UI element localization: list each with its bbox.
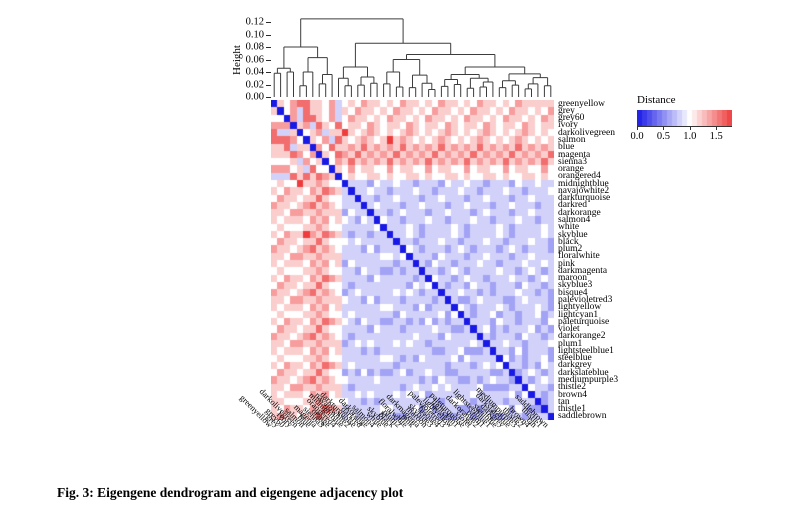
row-label-sienna3: sienna3 [558, 156, 588, 167]
height-tick-label: 0.10 [245, 29, 264, 40]
row-label-darkorange: darkorange [558, 207, 601, 218]
row-label-orangered4: orangered4 [558, 171, 601, 182]
row-label-darkorange2: darkorange2 [558, 331, 606, 342]
row-label-black: black [558, 236, 579, 247]
row-label-bisque4: bisque4 [558, 287, 588, 298]
height-tick-label: 0.04 [245, 66, 264, 78]
row-label-plum1: plum1 [558, 338, 583, 349]
height-axis-title: Height [231, 45, 243, 75]
height-tick-mark [266, 22, 271, 23]
row-label-lightsteelblue1: lightsteelblue1 [558, 345, 614, 356]
row-label-pink: pink [558, 258, 575, 269]
legend-tick-label: 1.0 [683, 131, 697, 142]
row-label-salmon4: salmon4 [558, 215, 591, 225]
row-label-darkgrey: darkgrey [558, 360, 592, 371]
legend-colorbar [637, 110, 732, 126]
height-tick-label: 0.00 [245, 91, 264, 103]
height-tick-mark [266, 72, 271, 73]
row-label-greenyellow: greenyellow [558, 98, 605, 109]
legend-tick-mark [663, 126, 665, 130]
row-label-floralwhite: floralwhite [558, 251, 600, 262]
row-label-darkturquoise: darkturquoise [558, 193, 611, 204]
row-label-orange: orange [558, 164, 584, 175]
row-label-violet: violet [558, 324, 580, 335]
dendrogram-lines [273, 18, 552, 97]
row-label-thistle1: thistle1 [558, 404, 586, 415]
height-tick-label: 0.12 [245, 16, 264, 28]
row-label-thistle2: thistle2 [558, 382, 586, 393]
row-label-lightyellow: lightyellow [558, 302, 602, 313]
row-label-brown4: brown4 [558, 389, 588, 400]
row-label-saddlebrown: saddlebrown [558, 411, 607, 422]
row-label-skyblue3: skyblue3 [558, 280, 593, 291]
legend-tick-mark [637, 126, 638, 130]
row-label-tan: tan [558, 396, 570, 407]
height-tick-label: 0.02 [245, 79, 264, 90]
height-tick-mark [266, 84, 271, 86]
height-tick-mark [266, 47, 271, 48]
row-label-steelblue: steelblue [558, 353, 592, 364]
row-label-darkolivegreen: darkolivegreen [558, 127, 615, 138]
row-label-darkmagenta: darkmagenta [558, 265, 608, 276]
row-label-white: white [558, 222, 580, 233]
eigengene-adjacency-heatmap [271, 100, 554, 420]
height-tick-mark [266, 59, 271, 61]
row-label-salmon: salmon [558, 135, 586, 145]
legend-tick-label: 0.5 [656, 131, 670, 142]
row-label-midnightblue: midnightblue [558, 178, 609, 189]
row-label-skyblue: skyblue [558, 229, 588, 240]
row-label-palevioletred3: palevioletred3 [558, 295, 613, 305]
row-label-ivory: ivory [558, 120, 579, 131]
legend-tick-mark [689, 126, 691, 130]
legend-tick-mark [716, 126, 718, 130]
row-label-darkred: darkred [558, 200, 588, 211]
legend-title: Distance [637, 94, 676, 106]
row-label-grey: grey [558, 105, 575, 116]
row-label-paleturquoise: paleturquoise [558, 316, 610, 327]
row-label-blue: blue [558, 142, 575, 153]
row-label-maroon: maroon [558, 273, 588, 284]
figure-caption: Fig. 3: Eigengene dendrogram and eigenge… [57, 485, 404, 500]
legend-axis-line [637, 126, 732, 127]
row-label-mediumpurple3: mediumpurple3 [558, 375, 619, 385]
row-label-grey60: grey60 [558, 113, 585, 124]
height-tick-mark [266, 97, 271, 98]
row-label-lightcyan1: lightcyan1 [558, 309, 599, 320]
legend-tick-label: 0.0 [630, 131, 644, 142]
row-label-plum2: plum2 [558, 244, 583, 255]
row-label-darkslateblue: darkslateblue [558, 367, 609, 378]
eigengene-dendrogram [273, 18, 552, 97]
row-label-magenta: magenta [558, 149, 591, 160]
height-tick-label: 0.08 [245, 41, 264, 53]
height-tick-label: 0.06 [245, 54, 264, 65]
legend-tick-label: 1.5 [709, 131, 723, 142]
height-tick-mark [266, 34, 271, 36]
row-label-navajowhite2: navajowhite2 [558, 185, 610, 196]
